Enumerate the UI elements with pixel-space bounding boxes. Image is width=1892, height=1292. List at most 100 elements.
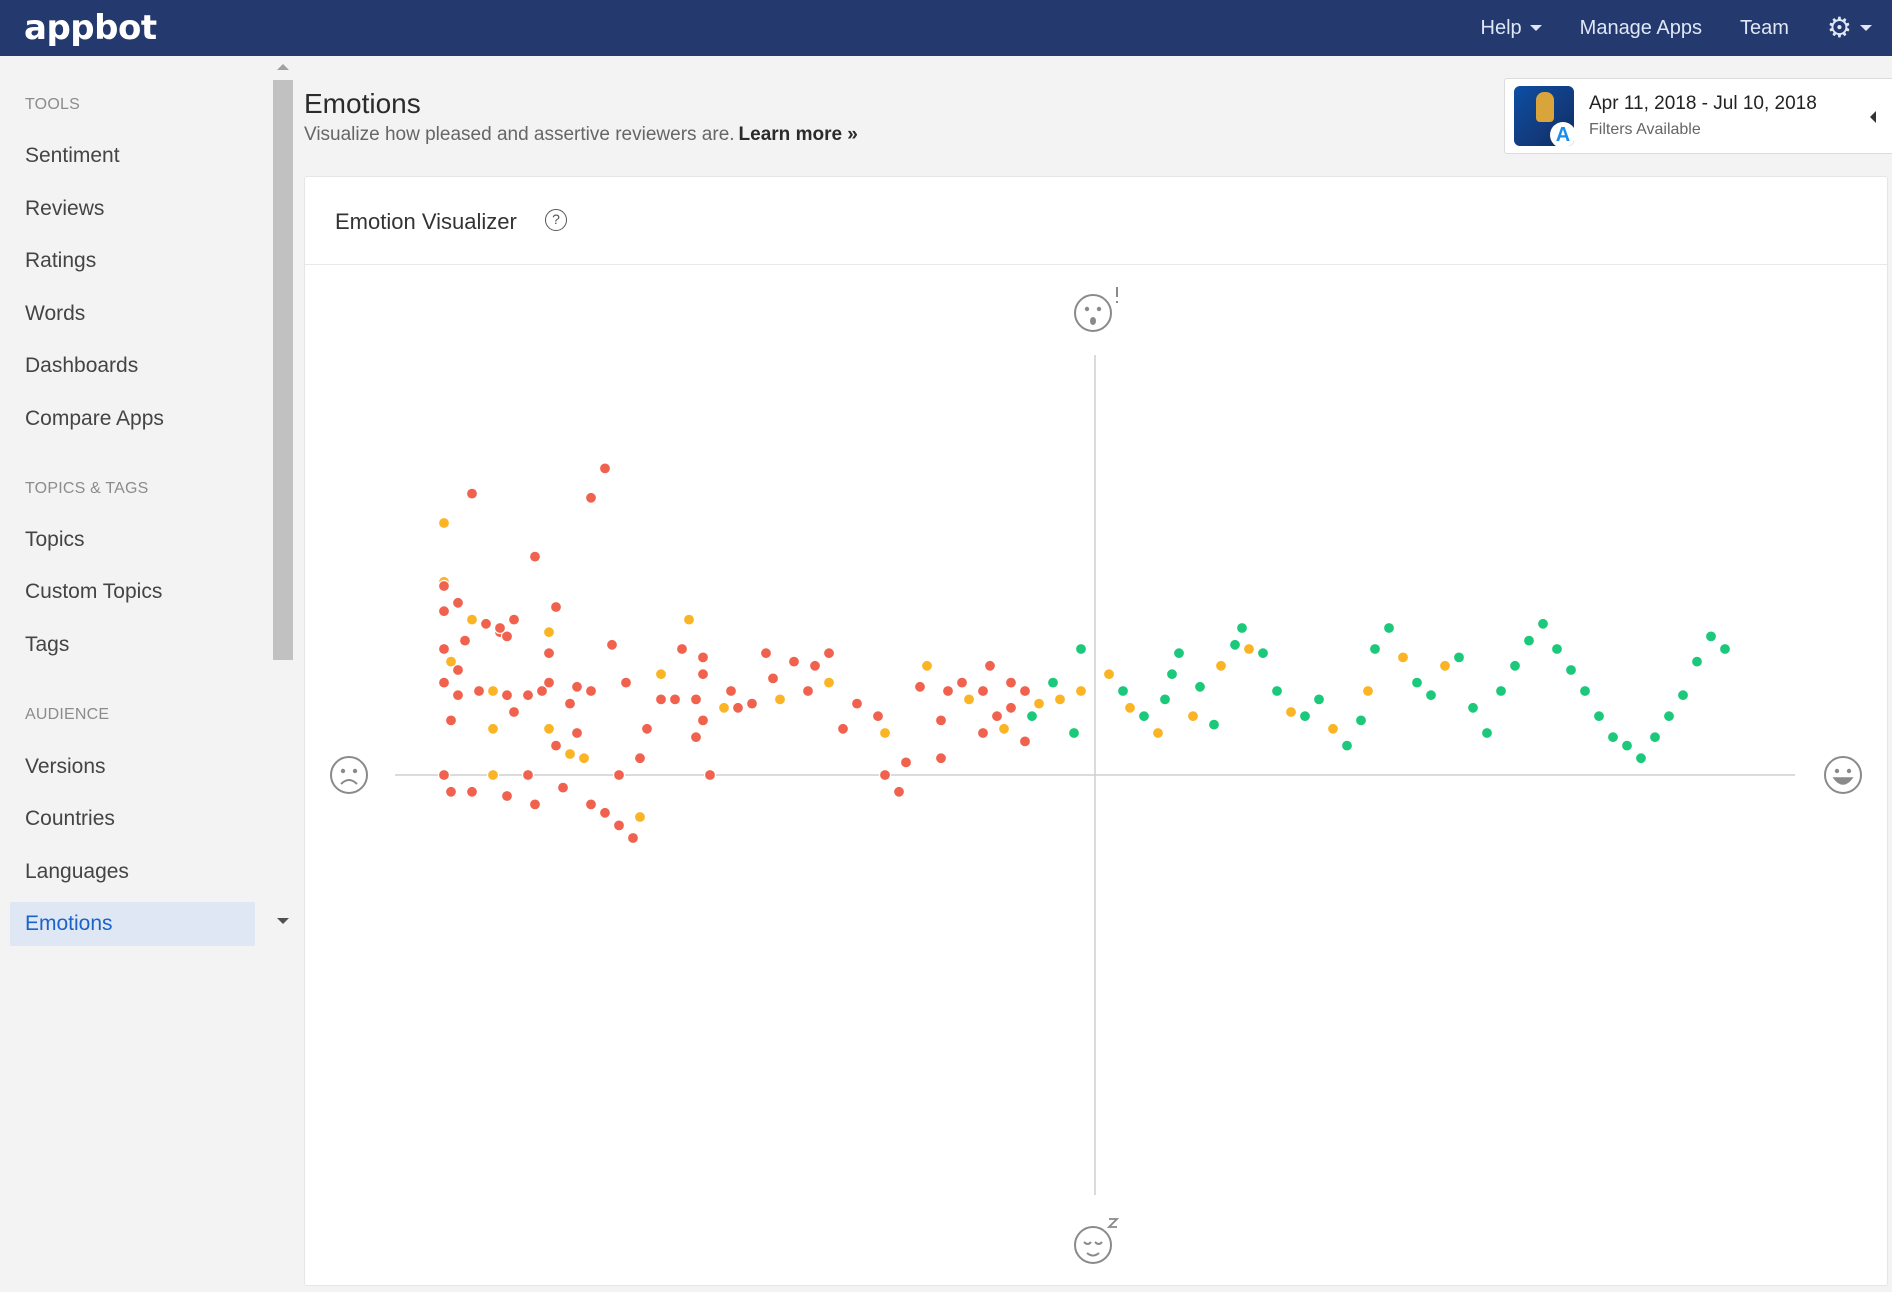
review-point[interactable] (801, 684, 815, 698)
review-point[interactable] (1368, 642, 1382, 656)
review-point[interactable] (1025, 710, 1039, 723)
review-point[interactable] (1151, 726, 1165, 740)
review-point[interactable] (500, 630, 514, 643)
team-link[interactable]: Team (1739, 16, 1789, 39)
sidebar-item-custom-topics[interactable]: Custom Topics (25, 580, 163, 603)
review-point[interactable] (1452, 651, 1466, 664)
sidebar-item-tags[interactable]: Tags (25, 633, 70, 656)
review-point[interactable] (773, 693, 787, 706)
settings-menu[interactable]: ⚙ (1827, 14, 1872, 42)
review-point[interactable] (1123, 701, 1137, 714)
review-point[interactable] (1690, 655, 1704, 668)
review-point[interactable] (1074, 642, 1088, 656)
scroll-up-arrow-icon[interactable] (277, 64, 289, 70)
review-point[interactable] (1158, 693, 1172, 706)
sidebar-item-topics[interactable]: Topics (25, 528, 85, 551)
review-point[interactable] (990, 710, 1004, 723)
review-point[interactable] (584, 798, 598, 811)
review-point[interactable] (563, 747, 577, 761)
review-point[interactable] (822, 676, 836, 689)
review-point[interactable] (1116, 684, 1130, 698)
sidebar-item-versions[interactable]: Versions (25, 755, 106, 778)
review-point[interactable] (486, 684, 500, 698)
review-point[interactable] (836, 722, 850, 735)
sidebar-item-languages[interactable]: Languages (25, 860, 129, 883)
review-point[interactable] (542, 722, 556, 735)
review-point[interactable] (465, 785, 479, 798)
review-point[interactable] (1578, 684, 1592, 698)
review-point[interactable] (444, 785, 458, 798)
review-point[interactable] (766, 672, 780, 685)
review-point[interactable] (619, 676, 633, 689)
sidebar-item-words[interactable]: Words (25, 302, 86, 325)
review-point[interactable] (1053, 693, 1067, 706)
review-point[interactable] (605, 638, 619, 651)
review-point[interactable] (528, 550, 542, 563)
review-point[interactable] (493, 621, 507, 635)
review-point[interactable] (976, 684, 990, 698)
review-point[interactable] (451, 596, 465, 609)
review-point[interactable] (654, 668, 668, 681)
review-point[interactable] (920, 659, 934, 672)
review-point[interactable] (913, 680, 927, 693)
review-point[interactable] (507, 613, 521, 626)
review-point[interactable] (1676, 689, 1690, 702)
review-point[interactable] (1102, 668, 1116, 681)
review-point[interactable] (1438, 659, 1452, 672)
review-point[interactable] (633, 752, 647, 765)
review-point[interactable] (745, 697, 759, 710)
review-point[interactable] (1522, 634, 1536, 647)
review-point[interactable] (437, 605, 451, 618)
review-point[interactable] (934, 714, 948, 727)
review-point[interactable] (787, 655, 801, 668)
review-point[interactable] (549, 600, 563, 614)
review-point[interactable] (1410, 676, 1424, 689)
review-point[interactable] (689, 693, 703, 706)
sidebar-item-emotions[interactable]: Emotions (10, 902, 255, 946)
review-point[interactable] (983, 659, 997, 672)
review-point[interactable] (437, 579, 451, 593)
review-point[interactable] (941, 684, 955, 698)
review-point[interactable] (1186, 710, 1200, 723)
review-point[interactable] (1648, 731, 1662, 744)
review-point[interactable] (1354, 714, 1368, 727)
review-point[interactable] (444, 714, 458, 727)
review-point[interactable] (584, 491, 598, 504)
scroll-down-arrow-icon[interactable] (277, 918, 289, 924)
review-point[interactable] (1396, 651, 1410, 664)
review-point[interactable] (1536, 617, 1550, 630)
review-point[interactable] (1270, 684, 1284, 698)
review-point[interactable] (1718, 642, 1732, 656)
review-point[interactable] (640, 722, 654, 735)
review-point[interactable] (1494, 684, 1508, 698)
review-point[interactable] (1032, 697, 1046, 710)
review-point[interactable] (1004, 701, 1018, 714)
review-point[interactable] (437, 516, 451, 530)
app-date-selector[interactable]: A Apr 11, 2018 - Jul 10, 2018 Filters Av… (1504, 78, 1892, 154)
review-point[interactable] (465, 487, 479, 500)
review-point[interactable] (1228, 638, 1242, 651)
review-point[interactable] (1466, 701, 1480, 714)
review-point[interactable] (759, 647, 773, 660)
review-point[interactable] (850, 697, 864, 710)
review-point[interactable] (1137, 710, 1151, 723)
review-point[interactable] (563, 697, 577, 710)
review-point[interactable] (724, 684, 738, 698)
review-point[interactable] (444, 655, 458, 668)
review-point[interactable] (1284, 705, 1298, 719)
review-point[interactable] (1424, 689, 1438, 702)
review-point[interactable] (479, 617, 493, 630)
review-point[interactable] (486, 722, 500, 735)
manage-apps-link[interactable]: Manage Apps (1579, 16, 1702, 39)
review-point[interactable] (556, 781, 570, 794)
review-point[interactable] (542, 676, 556, 689)
review-point[interactable] (1256, 647, 1270, 660)
review-point[interactable] (1564, 663, 1578, 677)
review-point[interactable] (535, 684, 549, 698)
review-point[interactable] (997, 722, 1011, 735)
review-point[interactable] (451, 689, 465, 702)
review-point[interactable] (437, 676, 451, 689)
review-point[interactable] (1235, 621, 1249, 635)
review-point[interactable] (570, 680, 584, 693)
review-point[interactable] (899, 756, 913, 769)
